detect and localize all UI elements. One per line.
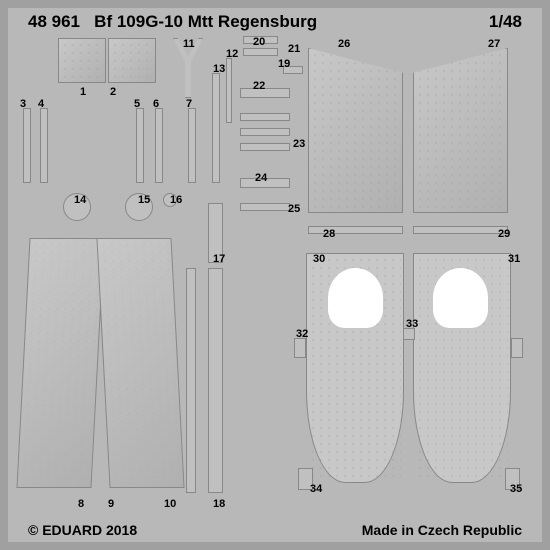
label-23: 23 [293,138,305,150]
part-1 [58,38,106,83]
photo-etch-sheet: 48 961 Bf 109G-10 Mtt Regensburg 1/48 [0,0,550,550]
sheet-title: Bf 109G-10 Mtt Regensburg [94,12,317,31]
label-7: 7 [186,98,192,110]
scale-label: 1/48 [489,12,522,32]
label-16: 16 [170,194,182,206]
part-13 [212,73,220,183]
label-8: 8 [78,498,84,510]
label-13: 13 [213,63,225,75]
part-30-cutout [328,268,383,328]
made-in-text: Made in Czech Republic [362,522,522,538]
part-6 [155,108,163,183]
part-23a [240,113,290,121]
part-23c [240,143,290,151]
label-24: 24 [255,172,267,184]
label-2: 2 [110,86,116,98]
label-11: 11 [183,38,195,50]
label-5: 5 [134,98,140,110]
part-32-right [511,338,523,358]
sheet-header: 48 961 Bf 109G-10 Mtt Regensburg [28,12,317,32]
part-12 [226,58,232,123]
part-10 [186,268,196,493]
part-25 [240,203,290,211]
part-32-left [294,338,306,358]
label-34: 34 [310,483,322,495]
label-21: 21 [288,43,300,55]
part-23b [240,128,290,136]
copyright-text: © EDUARD 2018 [28,522,137,538]
label-10: 10 [164,498,176,510]
label-25: 25 [288,203,300,215]
label-32: 32 [296,328,308,340]
label-35: 35 [510,483,522,495]
label-28: 28 [323,228,335,240]
label-22: 22 [253,80,265,92]
label-26: 26 [338,38,350,50]
label-15: 15 [138,194,150,206]
label-14: 14 [74,194,86,206]
label-27: 27 [488,38,500,50]
part-26 [308,48,403,213]
label-3: 3 [20,98,26,110]
label-20: 20 [253,36,265,48]
label-30: 30 [313,253,325,265]
label-6: 6 [153,98,159,110]
part-2 [108,38,156,83]
part-27 [413,48,508,213]
label-9: 9 [108,498,114,510]
part-4 [40,108,48,183]
label-33: 33 [406,318,418,330]
part-21 [243,48,278,56]
label-4: 4 [38,98,44,110]
part-29 [413,226,508,234]
label-1: 1 [80,86,86,98]
catalog-number: 48 961 [28,12,80,31]
part-7 [188,108,196,183]
part-5 [136,108,144,183]
label-18: 18 [213,498,225,510]
part-9 [96,238,184,488]
label-31: 31 [508,253,520,265]
label-12: 12 [226,48,238,60]
label-29: 29 [498,228,510,240]
label-17: 17 [213,253,225,265]
part-31-cutout [433,268,488,328]
label-19: 19 [278,58,290,70]
part-18 [208,268,223,493]
part-8 [16,238,104,488]
part-3 [23,108,31,183]
